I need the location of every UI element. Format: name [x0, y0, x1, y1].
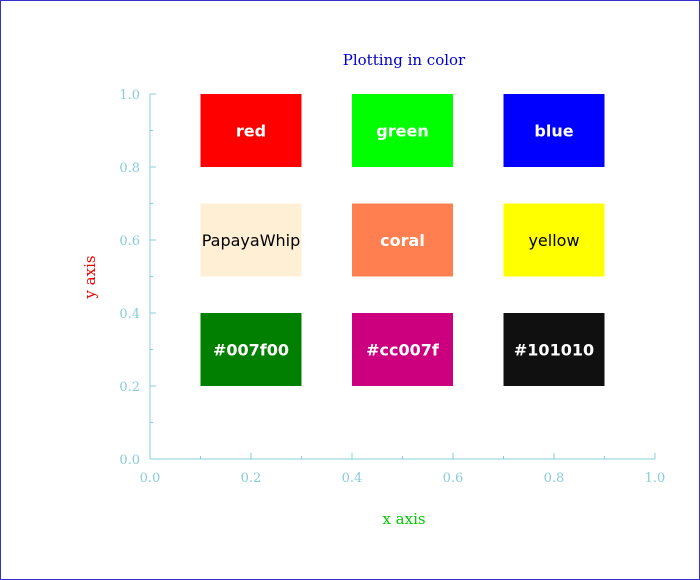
y-tick-label: 0.8: [119, 161, 140, 176]
color-box-label: #007f00: [213, 341, 289, 360]
color-box-label: #101010: [514, 341, 594, 360]
color-box-label: #cc007f: [366, 341, 440, 360]
color-boxes: red green blue PapayaWhip coral yellow #007f00…: [201, 94, 605, 386]
x-tick-label: 0.2: [241, 471, 262, 486]
x-tick-label: 1.0: [645, 471, 666, 486]
x-axis-label: x axis: [382, 510, 425, 528]
y-tick-label: 1.0: [119, 88, 140, 103]
color-box-label: blue: [534, 122, 573, 141]
color-box-label: coral: [380, 231, 425, 250]
x-tick-label: 0.4: [342, 471, 363, 486]
x-tick-label: 0.8: [544, 471, 565, 486]
chart-title: Plotting in color: [343, 51, 466, 69]
color-box-label: yellow: [528, 231, 579, 250]
color-box-label: green: [376, 122, 428, 141]
color-box-label: red: [236, 122, 266, 141]
y-tick-label: 0.4: [119, 307, 140, 322]
x-tick-label: 0.6: [443, 471, 464, 486]
y-tick-label: 0.2: [119, 380, 140, 395]
y-axis-label: y axis: [81, 255, 99, 299]
y-tick-label: 0.0: [119, 453, 140, 468]
y-tick-label: 0.6: [119, 234, 140, 249]
color-box-label: PapayaWhip: [202, 231, 301, 250]
x-tick-label: 0.0: [140, 471, 161, 486]
